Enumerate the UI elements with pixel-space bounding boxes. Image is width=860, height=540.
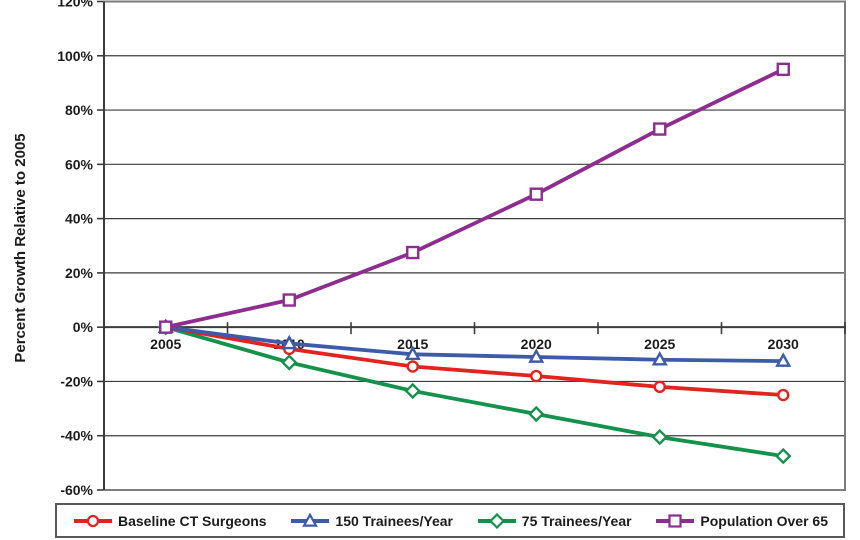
- y-axis-title: Percent Growth Relative to 2005: [12, 133, 29, 362]
- triangle-marker-icon: [775, 352, 792, 367]
- legend-label: 150 Trainees/Year: [335, 512, 453, 529]
- y-tick-label: 20%: [65, 265, 94, 281]
- y-tick-label: 80%: [65, 102, 94, 118]
- plot-area: 120% 100% 80% 60% 40% 20% 0% -20% -40% -60% 2005 20…: [12, 0, 846, 498]
- x-tick-label: 2005: [150, 336, 181, 352]
- circle-marker-icon: [653, 380, 666, 394]
- x-tick-label: 2020: [521, 336, 552, 352]
- legend-label: 75 Trainees/Year: [521, 512, 632, 529]
- y-tick-label: 100%: [57, 48, 93, 64]
- triangle-marker-icon: [404, 345, 421, 361]
- square-marker-icon: [406, 245, 420, 260]
- series-line-150-trainees-year: [163, 325, 786, 363]
- plot-border: [103, 0, 846, 491]
- diamond-marker-icon: [404, 382, 421, 400]
- square-marker-icon: [653, 122, 667, 136]
- square-marker-icon: [776, 62, 790, 77]
- y-tick-label: 60%: [65, 156, 94, 172]
- legend-item-150-trainees-year: 150 Trainees/Year: [289, 512, 453, 529]
- circle-marker-icon: [530, 369, 543, 383]
- legend-item-population-over-65: Population Over 65: [654, 513, 828, 529]
- legend-diamond-swatch-icon: [477, 512, 516, 529]
- y-tick-label: -40%: [60, 428, 93, 444]
- legend-label: Baseline CT Surgeons: [118, 512, 267, 529]
- triangle-marker-icon: [281, 334, 298, 350]
- circle-marker-icon: [86, 514, 100, 527]
- chart-legend: Baseline CT Surgeons 150 Trainees/Year 75 …: [55, 503, 845, 538]
- series-line-population-over-65: [163, 67, 786, 330]
- triangle-marker-icon: [302, 512, 319, 527]
- legend-item-75-trainees-year: 75 Trainees/Year: [476, 512, 632, 529]
- y-tick-label: -20%: [60, 373, 93, 389]
- series-line-75-trainees-year: [163, 325, 786, 458]
- diamond-marker-icon: [488, 512, 505, 529]
- series-line-baseline-ct-surgeons: [163, 325, 786, 397]
- y-tick-label: 40%: [65, 211, 94, 227]
- legend-square-swatch-icon: [656, 513, 695, 528]
- square-marker-icon: [668, 513, 682, 528]
- y-tick-label: -60%: [60, 482, 93, 498]
- legend-triangle-swatch-icon: [291, 512, 330, 527]
- triangle-marker-icon: [651, 351, 668, 366]
- y-tick-label: 0%: [73, 319, 94, 335]
- x-tick-label: 2025: [644, 336, 675, 352]
- x-tick-label: 2030: [768, 336, 799, 352]
- square-marker-icon: [529, 187, 543, 201]
- diamond-marker-icon: [651, 428, 668, 446]
- circle-marker-icon: [406, 360, 419, 373]
- y-tick-label: 120%: [57, 0, 93, 10]
- square-marker-icon: [159, 320, 173, 334]
- legend-circle-swatch-icon: [74, 514, 112, 527]
- triangle-marker-icon: [528, 348, 545, 363]
- circle-marker-icon: [777, 388, 790, 402]
- square-marker-icon: [282, 293, 296, 307]
- diamond-marker-icon: [528, 405, 545, 423]
- diamond-marker-icon: [281, 354, 298, 371]
- diamond-marker-icon: [775, 447, 792, 465]
- legend-label: Population Over 65: [700, 512, 828, 529]
- legend-item-baseline-ct-surgeons: Baseline CT Surgeons: [72, 513, 267, 529]
- x-tick-label: 2015: [397, 336, 428, 352]
